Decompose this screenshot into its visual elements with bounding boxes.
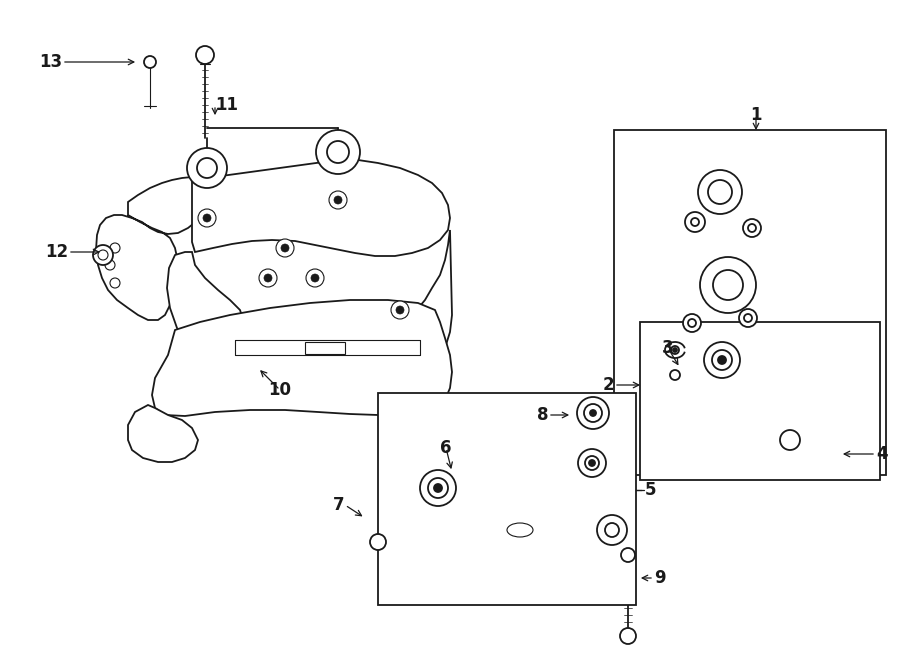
Bar xyxy=(378,393,636,605)
Text: 6: 6 xyxy=(440,439,452,457)
Circle shape xyxy=(688,319,696,327)
Circle shape xyxy=(739,309,757,327)
Circle shape xyxy=(589,460,595,466)
Circle shape xyxy=(93,245,113,265)
Circle shape xyxy=(334,196,342,204)
Text: 7: 7 xyxy=(333,496,345,514)
Circle shape xyxy=(744,314,752,322)
Text: 13: 13 xyxy=(39,53,62,71)
Circle shape xyxy=(671,346,679,354)
Bar xyxy=(640,322,880,480)
Circle shape xyxy=(391,301,409,319)
Circle shape xyxy=(203,214,211,222)
Text: 4: 4 xyxy=(876,445,887,463)
Text: 9: 9 xyxy=(654,569,666,587)
Circle shape xyxy=(196,46,214,64)
Text: 3: 3 xyxy=(662,339,674,357)
Circle shape xyxy=(685,212,705,232)
Circle shape xyxy=(712,350,732,370)
Circle shape xyxy=(198,209,216,227)
Circle shape xyxy=(420,470,456,506)
Circle shape xyxy=(718,356,726,364)
Circle shape xyxy=(700,257,756,313)
Circle shape xyxy=(584,404,602,422)
Polygon shape xyxy=(192,160,450,256)
Circle shape xyxy=(708,180,732,204)
Circle shape xyxy=(396,306,404,314)
Circle shape xyxy=(743,219,761,237)
Polygon shape xyxy=(167,252,245,355)
Polygon shape xyxy=(398,415,445,455)
Circle shape xyxy=(264,274,272,282)
Circle shape xyxy=(110,278,120,288)
Circle shape xyxy=(428,478,448,498)
Circle shape xyxy=(281,244,289,252)
Polygon shape xyxy=(152,300,452,416)
Bar xyxy=(305,342,345,354)
Circle shape xyxy=(673,348,677,352)
Circle shape xyxy=(311,274,319,282)
Circle shape xyxy=(329,191,347,209)
Circle shape xyxy=(577,397,609,429)
Circle shape xyxy=(621,548,635,562)
Circle shape xyxy=(316,130,360,174)
Ellipse shape xyxy=(507,523,533,537)
Circle shape xyxy=(327,141,349,163)
Circle shape xyxy=(197,158,217,178)
Polygon shape xyxy=(774,422,806,458)
Circle shape xyxy=(98,250,108,260)
Bar xyxy=(614,130,886,475)
Circle shape xyxy=(748,224,756,232)
Text: 8: 8 xyxy=(536,406,548,424)
Circle shape xyxy=(605,523,619,537)
Circle shape xyxy=(578,449,606,477)
Text: 1: 1 xyxy=(751,106,761,124)
Circle shape xyxy=(597,515,627,545)
Circle shape xyxy=(704,342,740,378)
Polygon shape xyxy=(128,405,198,462)
Circle shape xyxy=(144,56,156,68)
Text: 10: 10 xyxy=(268,381,292,399)
Circle shape xyxy=(585,456,599,470)
Text: 12: 12 xyxy=(45,243,68,261)
Polygon shape xyxy=(390,230,452,375)
Circle shape xyxy=(670,370,680,380)
Circle shape xyxy=(276,239,294,257)
Circle shape xyxy=(434,484,442,492)
Circle shape xyxy=(713,270,743,300)
Circle shape xyxy=(691,218,699,226)
Circle shape xyxy=(110,243,120,253)
Text: 2: 2 xyxy=(602,376,614,394)
Polygon shape xyxy=(682,203,758,333)
Circle shape xyxy=(105,260,115,270)
Circle shape xyxy=(698,170,742,214)
Polygon shape xyxy=(96,177,210,320)
Circle shape xyxy=(780,430,800,450)
Text: 5: 5 xyxy=(645,481,656,499)
Polygon shape xyxy=(430,506,620,600)
Circle shape xyxy=(370,534,386,550)
Circle shape xyxy=(590,410,596,416)
Polygon shape xyxy=(456,460,615,505)
Circle shape xyxy=(187,148,227,188)
Circle shape xyxy=(259,269,277,287)
Circle shape xyxy=(683,314,701,332)
Circle shape xyxy=(620,628,636,644)
Text: 11: 11 xyxy=(215,96,238,114)
Circle shape xyxy=(306,269,324,287)
